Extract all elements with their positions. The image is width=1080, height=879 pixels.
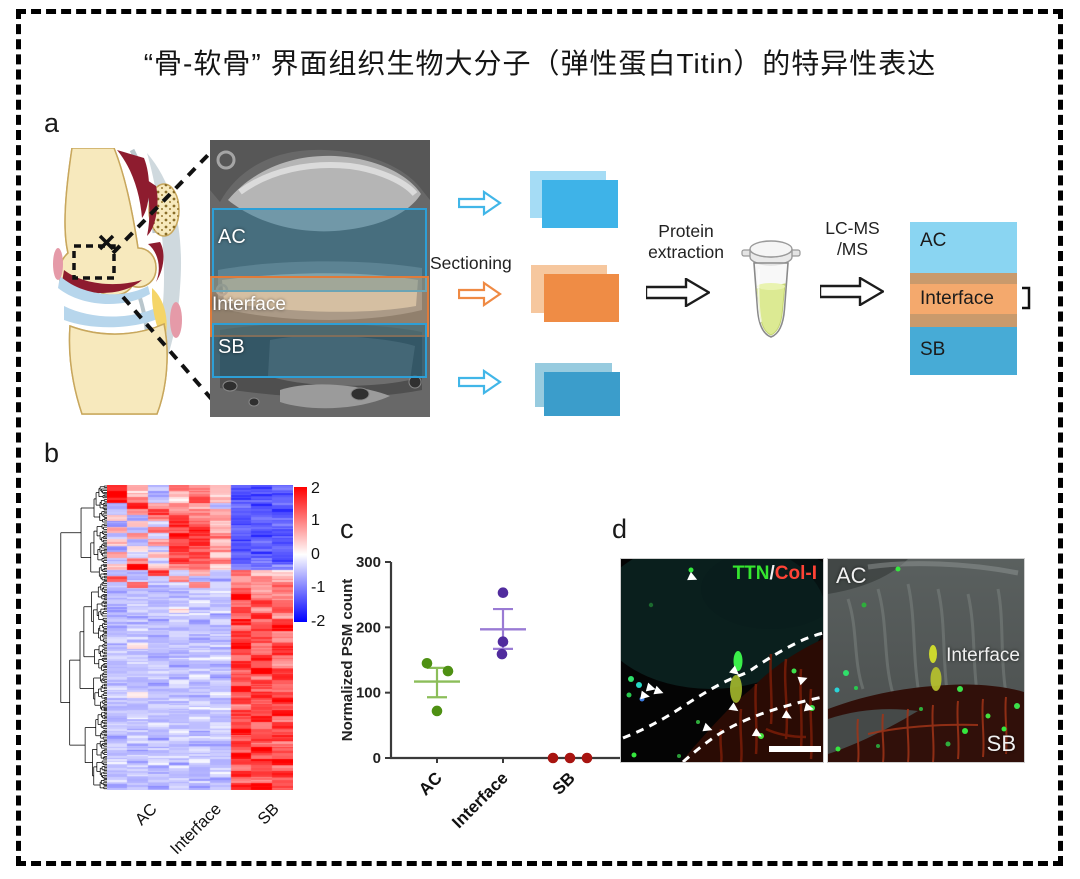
scale-bar xyxy=(769,746,821,752)
interface-slice-front xyxy=(544,274,619,322)
dashed-border xyxy=(16,9,1063,866)
tibia-bone xyxy=(68,322,168,415)
sem-sb-box xyxy=(212,323,427,378)
pink-ligament-patches xyxy=(53,248,182,338)
colorbar-tick: 2 xyxy=(311,480,320,497)
svg-text:AC: AC xyxy=(415,768,446,799)
final-interface-label: Interface xyxy=(920,288,994,309)
psm-scatter-plot: Normalized PSM count 0 100 200 300 AC Interfac… xyxy=(339,554,622,832)
colorbar-tick: 0 xyxy=(311,546,320,563)
sb-slice-front xyxy=(544,372,620,416)
sem-interface-label: Interface xyxy=(212,294,286,315)
heatmap xyxy=(107,485,293,790)
arrow-right-cyan-icon xyxy=(458,190,502,216)
final-ac-label: AC xyxy=(920,230,947,251)
x-mark xyxy=(98,234,115,251)
svg-text:SB: SB xyxy=(549,768,579,798)
arrow-right-cyan2-icon xyxy=(458,369,502,395)
svg-text:100: 100 xyxy=(356,685,381,702)
right-sb-label: SB xyxy=(986,731,1016,756)
arrowhead-markers xyxy=(640,571,814,737)
zoom-connector-lines xyxy=(111,153,217,405)
colorbar-tick: -1 xyxy=(311,579,326,596)
overlay-right-art xyxy=(828,559,1024,762)
dendrogram xyxy=(60,485,107,790)
collagen-red-region xyxy=(681,639,823,762)
ttn-green-spots-right xyxy=(834,566,1020,752)
sem-ac-label: AC xyxy=(218,226,246,248)
svg-text:200: 200 xyxy=(356,619,381,636)
svg-text:0: 0 xyxy=(373,750,381,767)
fluorescence-left-art xyxy=(621,559,823,762)
sectioning-label: Sectioning xyxy=(430,253,512,273)
knee-joint-illustration xyxy=(53,148,182,415)
lcms-label: LC-MS /MS xyxy=(825,218,880,259)
sem-ac-box xyxy=(212,208,427,292)
cartilage-blue xyxy=(58,276,160,328)
final-sb-layer: SB xyxy=(910,327,1017,375)
right-ac-label: AC xyxy=(836,563,867,588)
fluorescence-image-left: TTN/Col-I xyxy=(620,558,824,763)
protein-extraction-label: Protein extraction xyxy=(648,221,724,262)
sem-texture xyxy=(210,140,430,417)
interface-bracket xyxy=(1022,286,1031,310)
colorbar xyxy=(294,487,307,622)
final-interface-layer: Interface xyxy=(910,284,1017,314)
svg-text:Interface: Interface xyxy=(448,768,512,832)
colorbar-tick: -2 xyxy=(311,613,326,630)
arrow-right-orange-icon xyxy=(458,281,502,307)
arrow-right-black2-icon xyxy=(820,277,884,306)
panel-b-label: b xyxy=(44,438,60,468)
arrow-right-black-icon xyxy=(646,278,710,307)
interface-dashed-lines xyxy=(622,631,823,762)
sb-red-region xyxy=(828,684,1024,762)
final-sb-label: SB xyxy=(920,339,946,360)
legend-slash: / xyxy=(769,563,775,584)
overlay-image-right: AC Interface SB xyxy=(827,558,1025,763)
sem-image: AC Interface SB xyxy=(210,140,430,417)
svg-text:300: 300 xyxy=(356,554,381,571)
ac-slice-front xyxy=(542,180,618,228)
panel-a-label: a xyxy=(44,108,60,138)
svg-text:Normalized PSM count: Normalized PSM count xyxy=(339,579,356,742)
final-strip-top xyxy=(910,273,1017,284)
ttn-legend-label: TTN xyxy=(732,563,770,584)
final-strip-bottom xyxy=(910,314,1017,327)
final-sample-stack: AC Interface SB xyxy=(910,222,1017,375)
marrow-red-regions xyxy=(62,150,164,293)
figure-title: “骨-软骨” 界面组织生物大分子（弹性蛋白Titin）的特异性表达 xyxy=(143,48,937,79)
panel-d-label: d xyxy=(612,514,628,544)
colorbar-tick: 1 xyxy=(311,512,320,529)
tube-icon xyxy=(741,240,801,338)
panel-c-label: c xyxy=(340,514,354,544)
sem-interface-box xyxy=(210,276,429,337)
col1-legend-label: Col-I xyxy=(774,563,817,584)
right-interface-label: Interface xyxy=(946,645,1020,666)
stain-legend: TTN/Col-I xyxy=(733,563,817,585)
sem-sb-label: SB xyxy=(218,336,245,358)
final-ac-layer: AC xyxy=(910,222,1017,273)
